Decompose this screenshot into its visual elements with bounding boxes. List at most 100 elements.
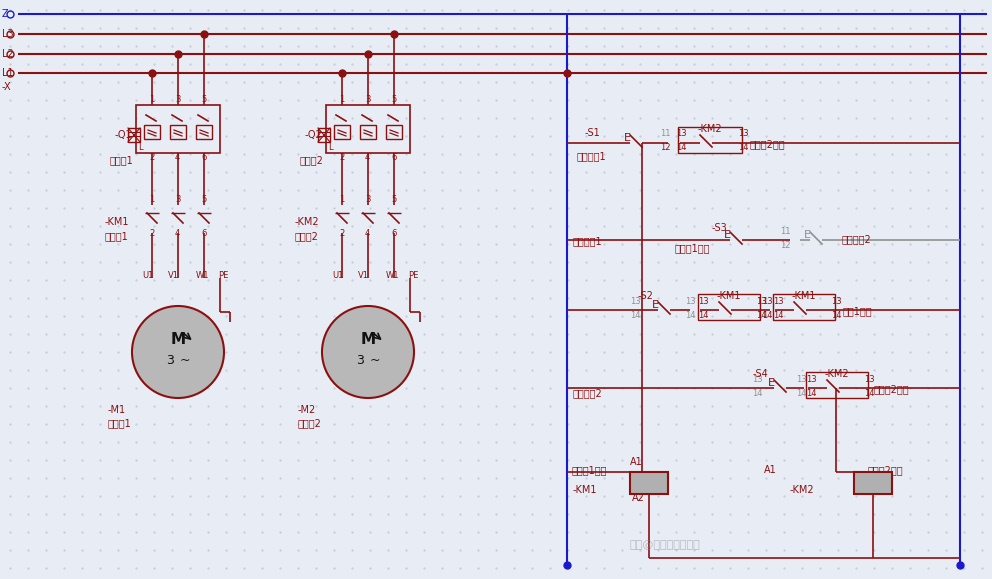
Text: 4: 4 xyxy=(175,153,181,163)
Text: 接触器1常开: 接触器1常开 xyxy=(675,243,710,253)
Text: 14: 14 xyxy=(738,144,749,152)
Text: 电动机1: 电动机1 xyxy=(108,418,132,428)
Text: W1: W1 xyxy=(196,270,209,280)
Text: 2: 2 xyxy=(339,153,344,163)
Text: A1: A1 xyxy=(630,457,643,467)
Text: L: L xyxy=(138,144,143,152)
Text: 知乎@明明是电气时尚: 知乎@明明是电气时尚 xyxy=(630,540,700,550)
Text: 14: 14 xyxy=(698,310,708,320)
Text: U1: U1 xyxy=(332,270,343,280)
Text: 13: 13 xyxy=(698,296,708,306)
Text: PE: PE xyxy=(408,270,419,280)
Circle shape xyxy=(132,306,224,398)
Text: -S2: -S2 xyxy=(638,291,654,301)
Text: 6: 6 xyxy=(391,229,397,237)
Text: M: M xyxy=(171,332,186,347)
Text: 接触器2常开: 接触器2常开 xyxy=(874,384,910,394)
Text: 14: 14 xyxy=(630,310,641,320)
Text: 断路器2: 断路器2 xyxy=(300,155,323,165)
Text: -S3: -S3 xyxy=(712,223,728,233)
Text: 14: 14 xyxy=(756,310,767,320)
Text: 6: 6 xyxy=(391,153,397,163)
Text: -X: -X xyxy=(2,82,12,92)
Text: 停止开关2: 停止开关2 xyxy=(842,234,872,244)
Text: -KM2: -KM2 xyxy=(295,217,319,227)
Text: 6: 6 xyxy=(201,153,206,163)
Text: 14: 14 xyxy=(685,310,695,320)
Text: 14: 14 xyxy=(773,310,784,320)
Text: E: E xyxy=(624,133,631,143)
Text: 14: 14 xyxy=(796,389,806,398)
Text: -S4: -S4 xyxy=(753,369,769,379)
Text: E: E xyxy=(804,230,811,240)
Text: 13: 13 xyxy=(773,296,784,306)
Text: L2: L2 xyxy=(2,49,14,59)
Text: 5: 5 xyxy=(201,196,206,204)
FancyBboxPatch shape xyxy=(630,472,668,494)
Text: V1: V1 xyxy=(358,270,369,280)
FancyBboxPatch shape xyxy=(854,472,892,494)
Text: 1: 1 xyxy=(149,96,154,104)
Text: 14: 14 xyxy=(752,389,763,398)
Text: 2: 2 xyxy=(339,229,344,237)
Text: 13: 13 xyxy=(752,375,763,383)
Text: 5: 5 xyxy=(391,196,396,204)
Text: 4: 4 xyxy=(365,153,370,163)
Circle shape xyxy=(322,306,414,398)
Text: 启动开关2: 启动开关2 xyxy=(573,388,603,398)
Text: E: E xyxy=(724,230,731,240)
Text: -KM1: -KM1 xyxy=(792,291,816,301)
Text: 14: 14 xyxy=(831,310,841,320)
Text: 13: 13 xyxy=(806,375,816,383)
Text: 13: 13 xyxy=(831,296,841,306)
Text: 14: 14 xyxy=(864,389,875,398)
Text: ~: ~ xyxy=(180,354,190,367)
Text: -KM2: -KM2 xyxy=(790,485,814,495)
Text: 5: 5 xyxy=(391,96,396,104)
Text: 14: 14 xyxy=(762,310,773,320)
Text: -Q1: -Q1 xyxy=(115,130,133,140)
Text: 13: 13 xyxy=(756,296,767,306)
Text: PE: PE xyxy=(218,270,228,280)
Text: 12: 12 xyxy=(780,240,791,250)
Text: 14: 14 xyxy=(806,389,816,398)
Text: -Q2: -Q2 xyxy=(305,130,322,140)
Text: 13: 13 xyxy=(630,296,641,306)
Text: 11: 11 xyxy=(780,226,791,236)
Text: -M2: -M2 xyxy=(298,405,316,415)
Text: -S1: -S1 xyxy=(585,128,601,138)
Text: 13: 13 xyxy=(685,296,695,306)
Text: A1: A1 xyxy=(764,465,777,475)
Text: 3: 3 xyxy=(166,354,174,367)
Text: 接触器2: 接触器2 xyxy=(295,231,318,241)
Text: ~: ~ xyxy=(370,354,381,367)
Text: 电动机2: 电动机2 xyxy=(298,418,321,428)
Text: 断路器1: 断路器1 xyxy=(110,155,134,165)
Text: 4: 4 xyxy=(365,229,370,237)
Text: M: M xyxy=(360,332,376,347)
Text: 1: 1 xyxy=(339,96,344,104)
Text: 11: 11 xyxy=(660,130,671,138)
Text: L1: L1 xyxy=(2,68,14,78)
Text: 3: 3 xyxy=(356,354,364,367)
Text: 3: 3 xyxy=(365,196,370,204)
Text: 2: 2 xyxy=(149,153,154,163)
Text: 12: 12 xyxy=(660,144,671,152)
Text: V1: V1 xyxy=(168,270,179,280)
Text: 1: 1 xyxy=(339,196,344,204)
Text: 13: 13 xyxy=(676,130,686,138)
Text: 13: 13 xyxy=(796,375,806,383)
Text: E: E xyxy=(768,378,775,388)
Text: -KM1: -KM1 xyxy=(105,217,130,227)
Text: A2: A2 xyxy=(632,493,645,503)
Text: L3: L3 xyxy=(2,29,14,39)
Text: W1: W1 xyxy=(386,270,400,280)
Text: 接触器2常开: 接触器2常开 xyxy=(750,139,786,149)
Text: 5: 5 xyxy=(201,96,206,104)
Text: 3: 3 xyxy=(175,96,181,104)
Text: 停止开关1: 停止开关1 xyxy=(577,151,607,161)
Text: 接触器1: 接触器1 xyxy=(105,231,129,241)
Text: L: L xyxy=(328,144,332,152)
Text: 3: 3 xyxy=(175,196,181,204)
Text: 启动开关1: 启动开关1 xyxy=(573,236,602,246)
